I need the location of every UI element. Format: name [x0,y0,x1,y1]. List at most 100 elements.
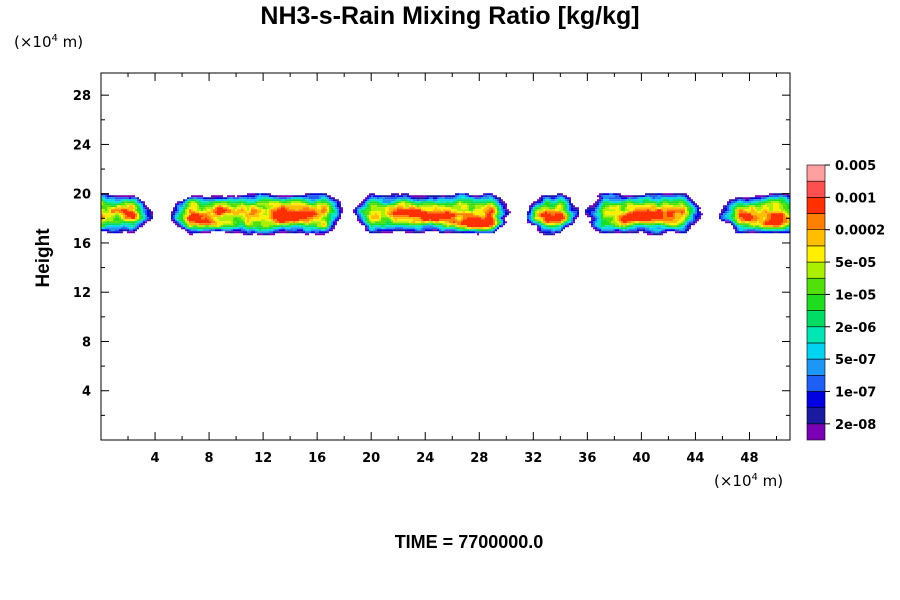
contour-cell [667,197,669,200]
contour-cell [363,209,365,212]
contour-cell [433,211,435,214]
contour-cell [609,205,611,208]
contour-cell [305,195,307,198]
contour-cell [261,197,263,200]
contour-cell [569,213,571,218]
contour-cell [219,227,221,230]
contour-cell [531,223,533,226]
contour-cell [465,197,467,200]
contour-cell [593,221,595,228]
contour-cell [257,225,259,228]
contour-cell [549,221,551,224]
contour-cell [213,203,215,206]
contour-cell [109,227,111,230]
contour-cell [647,223,649,226]
contour-cell [609,217,611,224]
contour-cell [145,219,147,222]
contour-cell [487,195,489,200]
contour-cell [313,205,315,208]
colorbar-swatch [806,423,826,441]
contour-cell [629,221,631,224]
contour-cell [611,201,613,204]
contour-cell [461,227,463,230]
contour-cell [433,197,435,200]
contour-cell [553,197,555,200]
contour-cell [605,225,607,228]
contour-cell [207,231,209,234]
contour-cell [365,217,367,222]
contour-cell [131,195,133,198]
contour-cell [221,203,223,206]
contour-cell [783,209,785,212]
contour-cell [763,195,765,198]
contour-cell [765,229,767,232]
contour-cell [437,207,439,210]
contour-cell [239,217,241,222]
contour-cell [667,211,669,218]
contour-cell [757,205,759,208]
contour-cell [733,223,735,226]
contour-cell [451,197,453,200]
contour-cell [783,195,785,198]
contour-cell [143,221,145,224]
contour-cell [689,201,691,204]
contour-cell [731,219,733,222]
contour-cell [649,233,651,236]
contour-cell [773,203,775,212]
contour-cell [623,211,625,214]
contour-cell [259,233,261,236]
contour-cell [297,223,299,226]
contour-cell [447,201,449,204]
contour-cell [253,201,255,204]
contour-cell [469,211,471,214]
contour-cell [593,227,595,230]
contour-cell [429,227,431,230]
contour-cell [725,219,727,222]
contour-cell [117,195,119,198]
contour-cell [759,223,761,226]
contour-cell [459,221,461,226]
contour-cell [533,201,535,204]
contour-cell [643,205,645,208]
contour-cell [427,195,429,198]
contour-cell [601,219,603,228]
contour-cell [269,219,271,222]
contour-cell [561,203,563,206]
contour-cell [291,195,293,198]
y-tick-label: 28 [73,89,91,104]
contour-cell [729,207,731,210]
contour-cell [669,209,671,212]
contour-cell [775,199,777,202]
contour-cell [139,205,141,208]
contour-cell [371,197,373,200]
contour-cell [623,203,625,206]
contour-cell [743,209,745,212]
contour-cell [549,231,551,234]
contour-cell [757,199,759,202]
contour-cell [187,197,189,200]
contour-cell [251,221,253,226]
contour-cell [123,205,125,208]
contour-cell [783,213,785,224]
contour-cell [229,205,231,208]
contour-cell [657,227,659,230]
contour-cell [727,211,729,214]
contour-cell [721,213,723,216]
contour-cell [121,209,123,212]
contour-cell [627,229,629,232]
contour-cell [261,229,263,232]
contour-cell [319,229,321,232]
contour-cell [107,201,109,204]
contour-cell [311,225,313,228]
contour-cell [203,213,205,220]
contour-cell [677,209,679,214]
contour-cell [337,199,339,202]
contour-cell [193,199,195,202]
contour-cell [499,223,501,226]
contour-cell [563,227,565,230]
contour-cell [399,215,401,218]
contour-cell [735,227,737,230]
contour-cell [113,207,115,210]
contour-cell [735,205,737,208]
contour-cell [243,227,245,230]
